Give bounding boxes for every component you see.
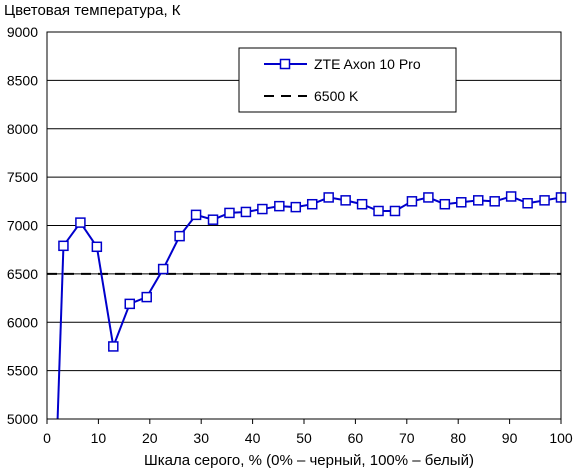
- x-tick-label: 80: [450, 430, 466, 446]
- x-tick-label: 20: [142, 430, 158, 446]
- data-point-marker: [439, 198, 451, 210]
- data-point-marker: [240, 206, 252, 218]
- data-point-marker: [505, 191, 517, 202]
- y-tick-label: 6000: [7, 314, 38, 330]
- data-point-marker: [472, 195, 484, 206]
- y-tick-label: 8000: [7, 121, 38, 137]
- data-point-marker: [539, 195, 550, 206]
- x-tick-label: 10: [91, 430, 107, 446]
- x-tick-label: 60: [348, 430, 364, 446]
- y-tick-label: 5500: [7, 363, 38, 379]
- data-point-marker: [141, 291, 152, 303]
- data-point-marker: [257, 203, 268, 215]
- y-tick-label: 5000: [7, 411, 38, 427]
- x-tick-label: 70: [399, 430, 415, 446]
- data-point-marker: [340, 195, 351, 206]
- x-tick-label: 40: [245, 430, 261, 446]
- data-point-marker: [306, 198, 318, 210]
- series-group: [56, 191, 567, 419]
- data-point-marker: [274, 200, 285, 212]
- y-tick-label: 6500: [7, 266, 38, 282]
- data-point-marker: [489, 196, 500, 207]
- data-point-marker: [373, 205, 384, 217]
- chart-title: Цветовая температура, К: [4, 2, 181, 19]
- data-point-marker: [323, 192, 334, 203]
- data-point-marker: [389, 205, 401, 217]
- x-tick-label: 100: [549, 430, 573, 446]
- x-tick-label: 90: [502, 430, 518, 446]
- legend-series-marker: [279, 58, 291, 70]
- legend-box: [238, 47, 457, 113]
- x-axis-label: Шкала серого, % (0% – черный, 100% – бел…: [144, 452, 474, 469]
- x-tick-labels: 0 10 20 30 40 50 60 70 80 90 100: [43, 419, 573, 446]
- data-point-marker: [207, 214, 219, 225]
- legend: ZTE Axon 10 Pro 6500 K: [238, 47, 457, 113]
- y-tick-label: 8500: [7, 72, 38, 88]
- data-point-marker: [75, 217, 86, 228]
- data-point-marker: [124, 298, 136, 310]
- data-point-marker: [456, 197, 467, 208]
- data-point-marker: [174, 230, 185, 242]
- legend-label-zte: ZTE Axon 10 Pro: [314, 56, 421, 72]
- data-point-marker: [423, 192, 434, 203]
- data-point-marker: [356, 198, 368, 210]
- y-tick-label: 7000: [7, 218, 38, 234]
- legend-label-6500k: 6500 K: [314, 88, 359, 104]
- y-tick-label: 7500: [7, 169, 38, 185]
- data-point-marker: [522, 197, 533, 209]
- data-point-marker: [58, 240, 69, 252]
- x-tick-label: 30: [193, 430, 209, 446]
- data-point-marker: [190, 209, 202, 221]
- data-point-marker: [91, 241, 103, 253]
- series-line-zte: [62, 195, 562, 351]
- data-point-marker: [108, 341, 119, 352]
- data-point-marker: [406, 196, 418, 207]
- y-tick-labels: 5000 5500 6000 6500 7000 7500 8000 8500 9000: [7, 24, 38, 427]
- y-tick-label: 9000: [7, 24, 38, 40]
- data-point-marker: [290, 201, 302, 213]
- data-point-marker: [157, 263, 169, 275]
- x-tick-label: 0: [43, 430, 51, 446]
- series-lead-in: [56, 245, 65, 419]
- data-point-marker: [224, 207, 235, 219]
- x-tick-label: 50: [296, 430, 312, 446]
